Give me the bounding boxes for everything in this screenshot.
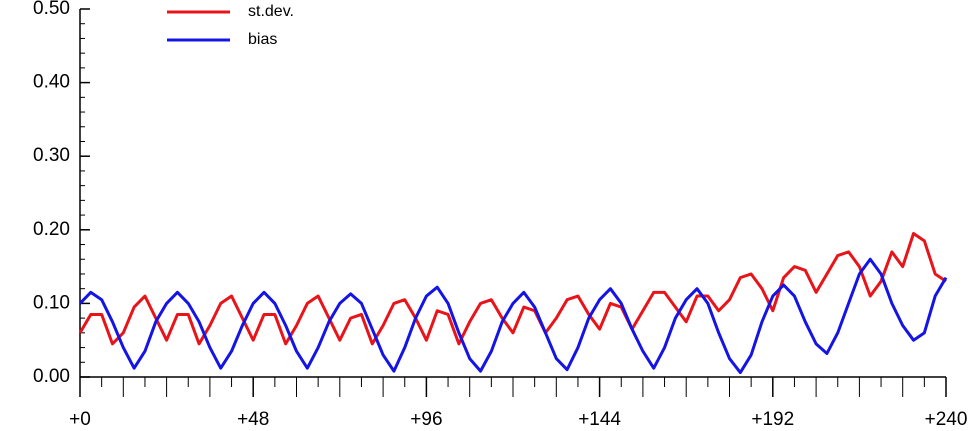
data-line (78, 257, 948, 375)
legend-label: bias (248, 31, 277, 48)
y-tick-label: 0.40 (33, 72, 70, 93)
y-tick-label: 0.00 (33, 366, 70, 387)
x-tick-label: +48 (237, 409, 269, 430)
legend-label: st.dev. (248, 3, 294, 20)
x-tick-label: +144 (578, 409, 621, 430)
y-tick-label: 0.30 (33, 145, 70, 166)
y-tick-label: 0.10 (33, 292, 70, 313)
x-tick-label: +0 (69, 409, 91, 430)
y-tick-label: 0.20 (33, 219, 70, 240)
y-tick-label: 0.50 (33, 0, 70, 19)
data-line (78, 231, 947, 346)
x-tick-label: +96 (410, 409, 442, 430)
x-tick-label: +192 (751, 409, 794, 430)
x-tick-label: +240 (925, 409, 968, 430)
